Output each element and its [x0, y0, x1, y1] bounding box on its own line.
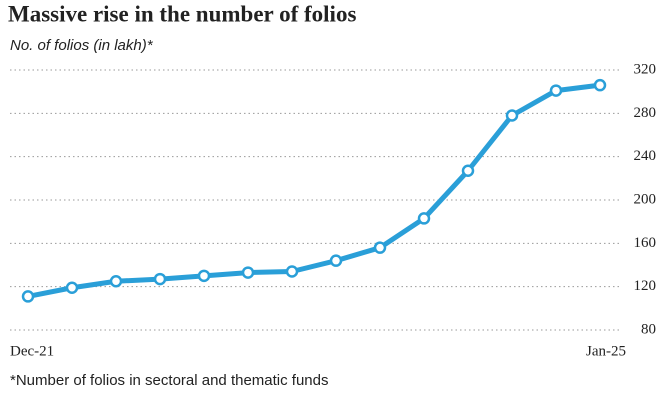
x-tick-label: Jan-25 [586, 343, 626, 359]
point [153, 272, 167, 286]
point [549, 84, 563, 97]
point [241, 266, 255, 279]
footnote: *Number of folios in sectoral and themat… [10, 372, 329, 389]
chart-title: Massive rise in the number of folios [8, 1, 356, 26]
y-tick-label: 200 [634, 191, 657, 207]
point [21, 290, 35, 303]
point [329, 254, 343, 267]
point [197, 269, 211, 283]
y-tick-label: 160 [634, 235, 657, 251]
y-tick-label: 80 [641, 321, 656, 337]
y-tick-label: 120 [634, 278, 657, 294]
point [285, 265, 299, 278]
point [461, 164, 475, 177]
chart-subtitle: No. of folios (in lakh)* [10, 37, 154, 54]
point [373, 241, 387, 254]
series-line [25, 82, 603, 299]
point [417, 212, 431, 225]
point [109, 275, 123, 288]
y-tick-label: 240 [634, 148, 657, 164]
point [65, 281, 79, 294]
point [593, 78, 607, 92]
y-tick-label: 280 [634, 105, 657, 121]
y-tick-label: 320 [634, 61, 657, 77]
point [505, 109, 519, 122]
x-tick-label: Dec-21 [10, 343, 54, 359]
